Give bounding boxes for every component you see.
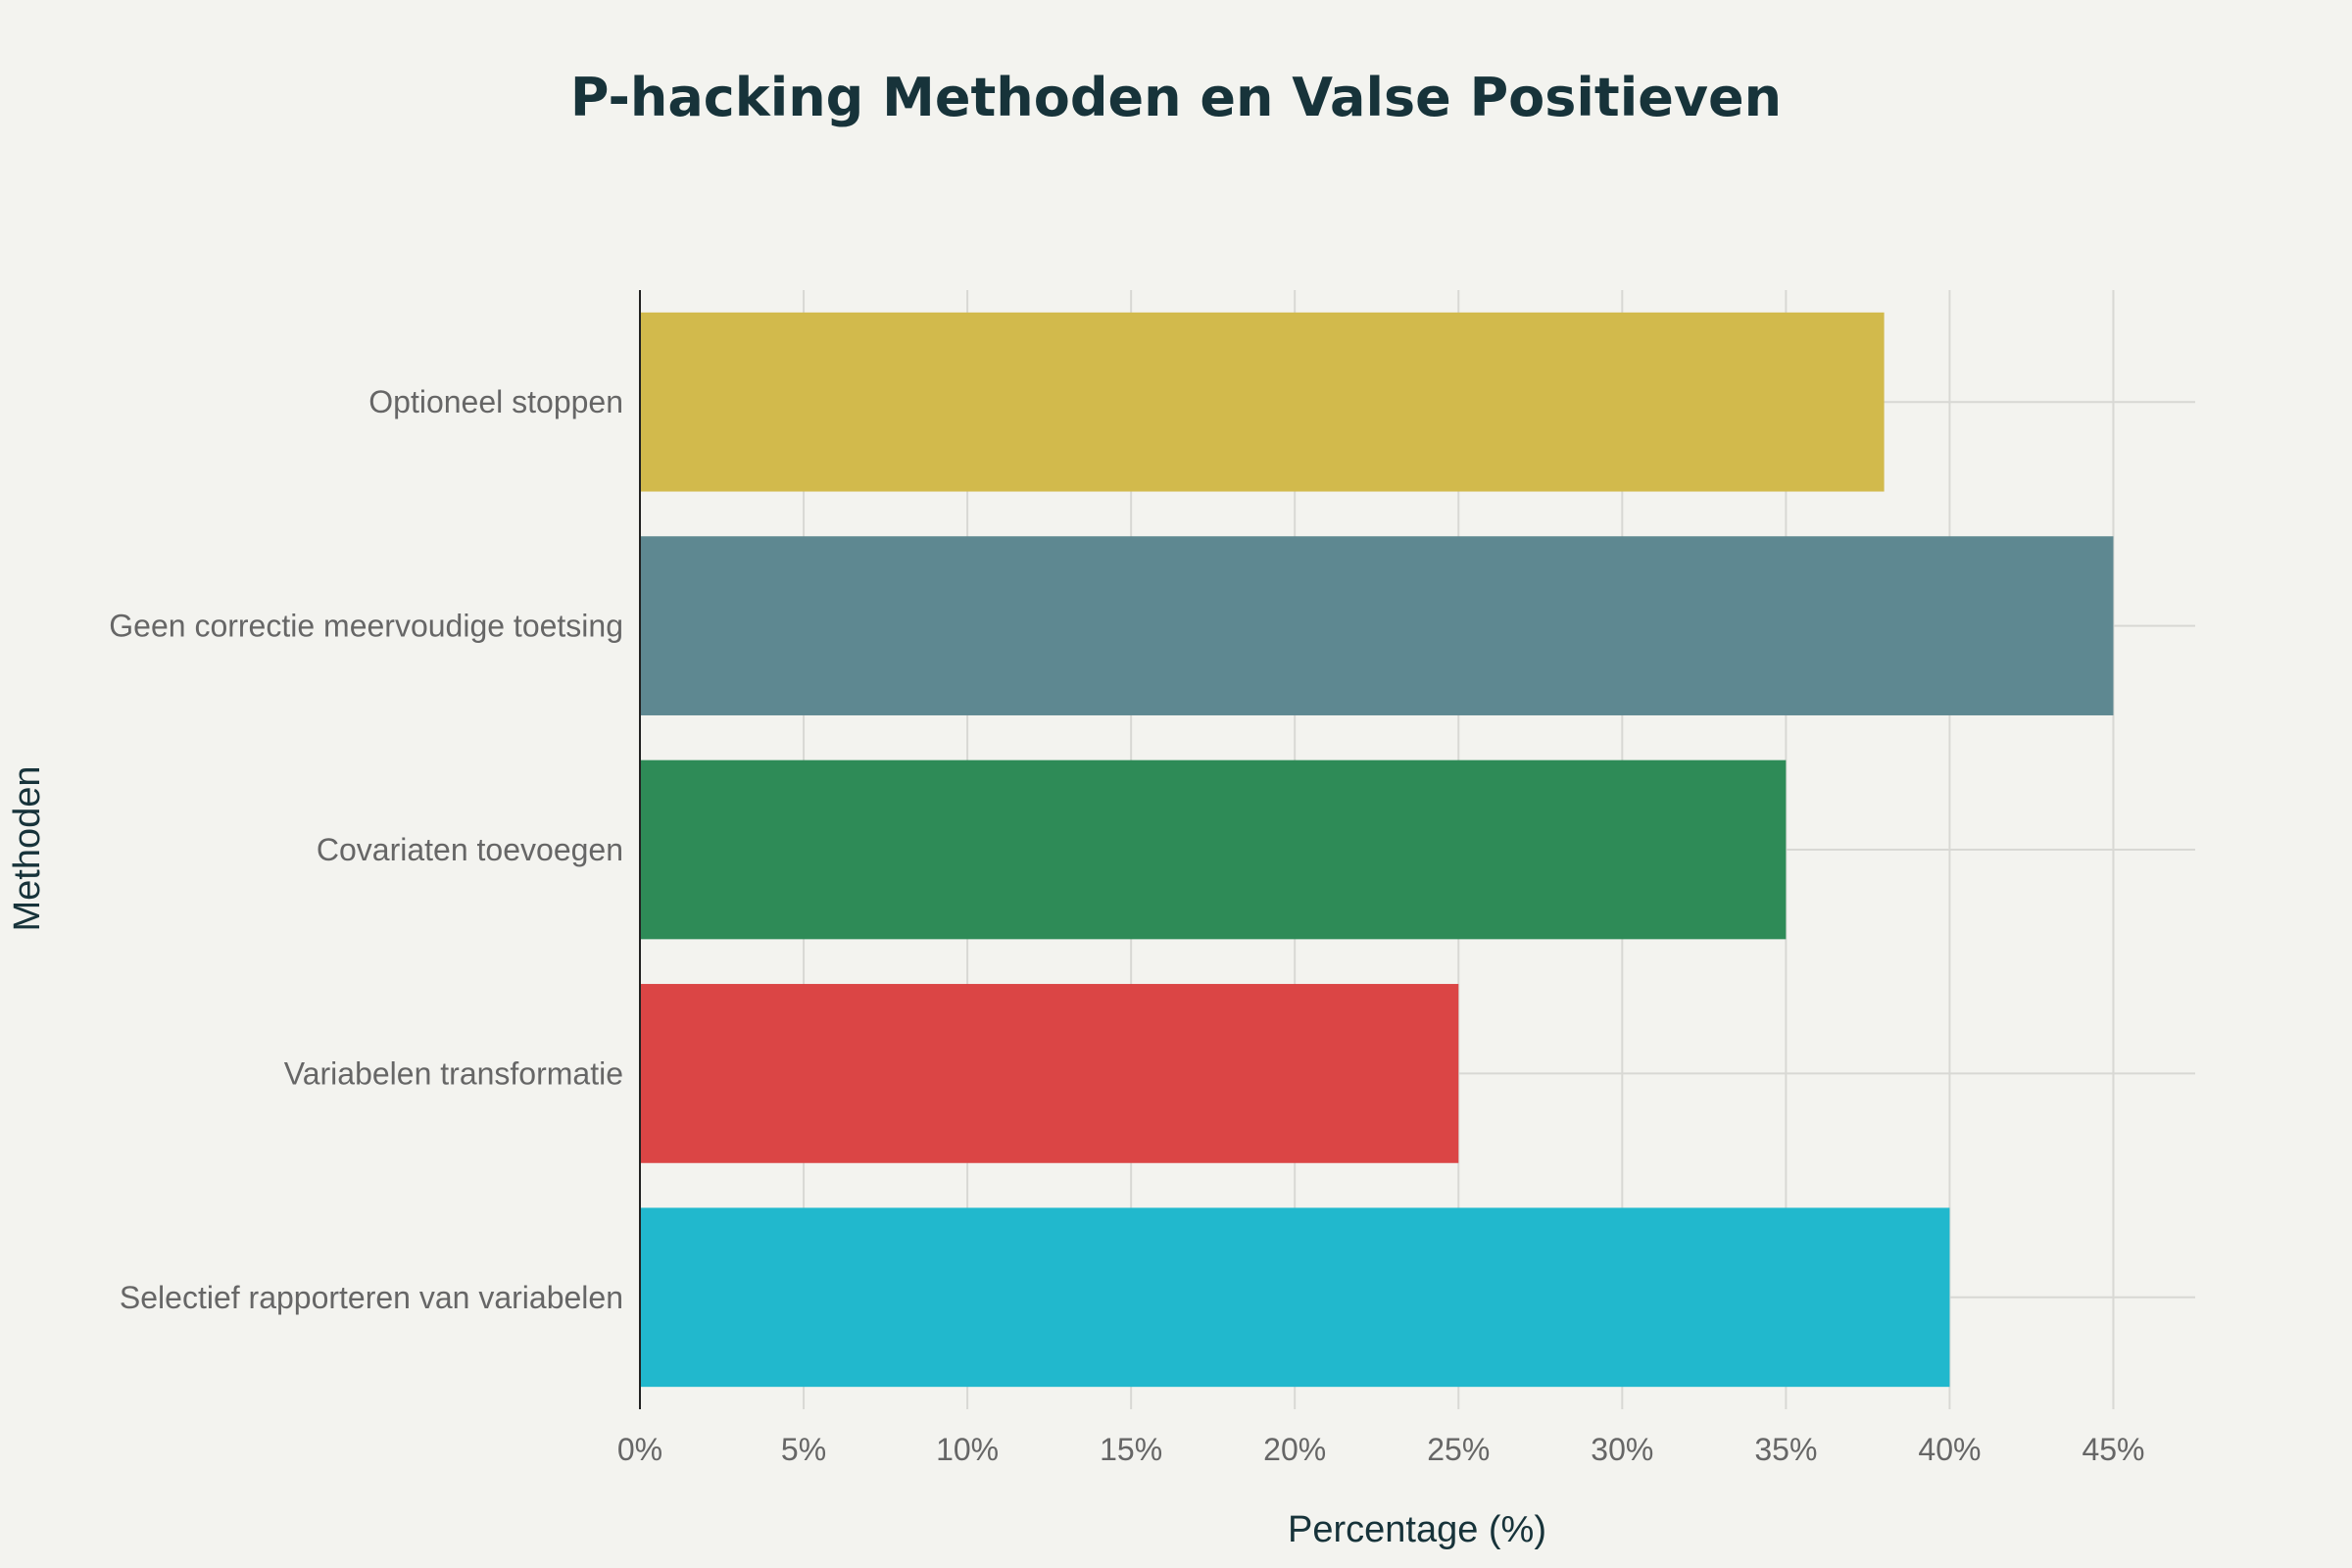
y-tick-label: Selectief rapporteren van variabelen [120, 1280, 623, 1315]
x-tick-label: 25% [1427, 1432, 1490, 1467]
x-tick-label: 0% [617, 1432, 662, 1467]
bar [640, 312, 1885, 492]
bar [640, 536, 2114, 715]
x-tick-label: 30% [1591, 1432, 1653, 1467]
x-tick-label: 15% [1100, 1432, 1162, 1467]
bar [640, 984, 1459, 1163]
x-tick-label: 5% [781, 1432, 826, 1467]
y-axis-title: Methoden [7, 765, 48, 931]
y-tick-labels: Optioneel stoppen Geen correctie meervoud… [109, 384, 623, 1315]
bar [640, 760, 1787, 940]
bar [640, 1207, 1950, 1388]
y-tick-label: Optioneel stoppen [368, 384, 623, 419]
x-tick-label: 35% [1754, 1432, 1817, 1467]
y-tick-label: Geen correctie meervoudige toetsing [109, 609, 623, 644]
x-tick-label: 45% [2082, 1432, 2144, 1467]
x-tick-label: 40% [1918, 1432, 1981, 1467]
x-tick-label: 20% [1263, 1432, 1326, 1467]
chart-title: P-hacking Methoden en Valse Positieven [570, 67, 1782, 128]
y-tick-label: Covariaten toevoegen [317, 832, 623, 867]
y-tick-label: Variabelen transformatie [284, 1055, 623, 1091]
x-tick-label: 10% [936, 1432, 999, 1467]
x-axis-title: Percentage (%) [1288, 1509, 1546, 1550]
x-tick-labels: 0% 5% 10% 15% 20% 25% 30% 35% 40% 45% [617, 1432, 2145, 1467]
bars [640, 312, 2114, 1388]
